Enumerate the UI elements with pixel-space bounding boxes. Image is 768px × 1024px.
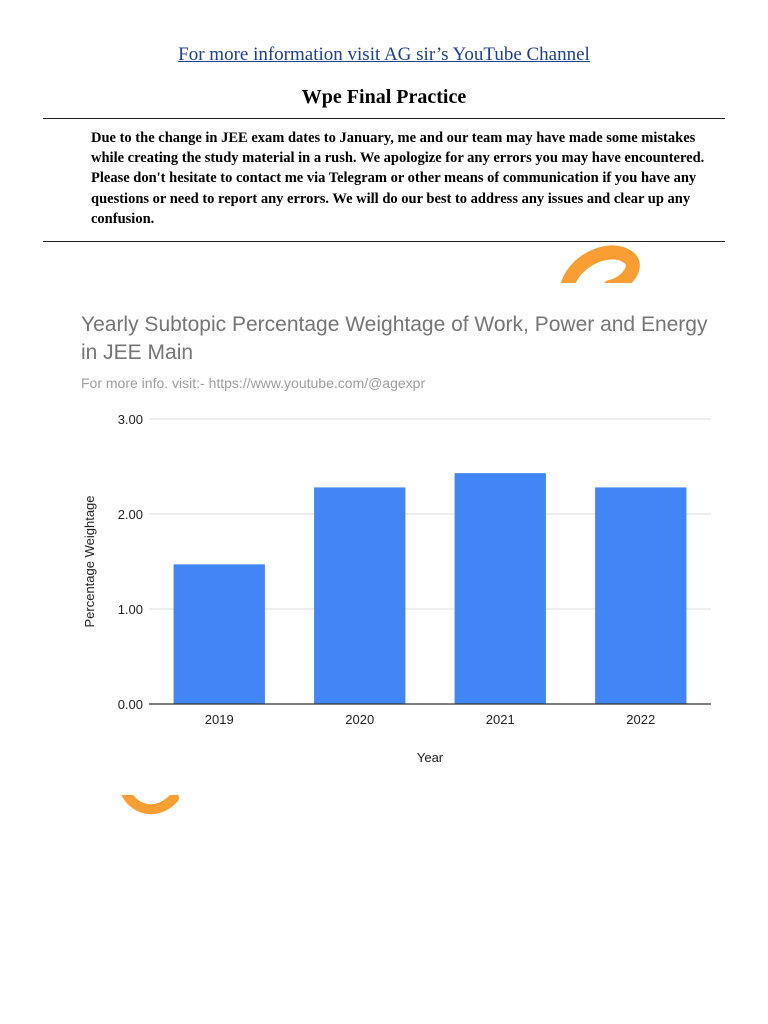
- chart-title: Yearly Subtopic Percentage Weightage of …: [81, 313, 708, 364]
- bar-2020: [314, 487, 406, 704]
- top-divider: [43, 118, 725, 119]
- x-tick-label: 2022: [626, 712, 655, 727]
- youtube-channel-link[interactable]: For more information visit AG sir’s YouT…: [178, 44, 590, 65]
- y-tick-label: 3.00: [118, 412, 143, 427]
- notice-paragraph: Due to the change in JEE exam dates to J…: [91, 130, 705, 227]
- y-tick-label: 1.00: [118, 602, 143, 617]
- x-tick-label: 2020: [345, 712, 374, 727]
- bottom-divider: [43, 241, 725, 242]
- x-axis-title: Year: [417, 750, 444, 765]
- chart-container: Yearly Subtopic Percentage Weightage of …: [57, 283, 733, 795]
- bar-2022: [595, 487, 687, 704]
- bar-2021: [454, 473, 546, 704]
- bar-chart: 0.00 1.00 2.00 3.00 2019 2020 2021 2022 Year Perc…: [82, 412, 711, 765]
- x-tick-label: 2019: [205, 712, 234, 727]
- y-tick-label: 2.00: [118, 507, 143, 522]
- y-axis-title: Percentage Weightage: [82, 495, 97, 627]
- y-tick-label: 0.00: [118, 697, 143, 712]
- x-tick-label: 2021: [486, 712, 515, 727]
- page-title: Wpe Final Practice: [301, 86, 467, 108]
- bar-2019: [173, 564, 265, 704]
- chart-subtitle: For more info. visit:- https://www.youtu…: [81, 375, 426, 391]
- watermark-logo-top-icon: [559, 245, 640, 300]
